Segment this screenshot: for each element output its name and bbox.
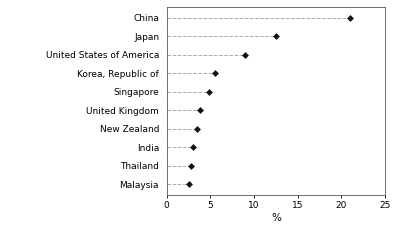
X-axis label: %: % — [271, 212, 281, 222]
